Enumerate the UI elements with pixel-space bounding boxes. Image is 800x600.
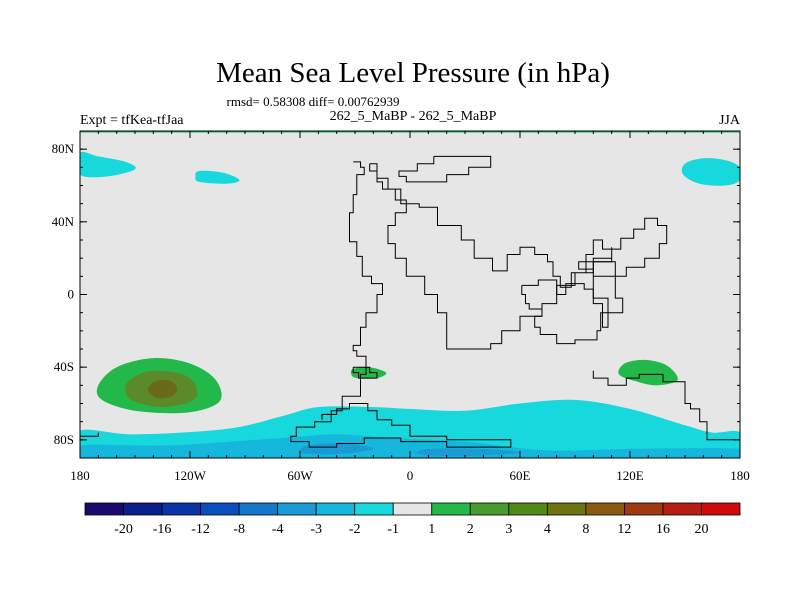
colorbar-swatch [701, 502, 741, 516]
colorbar-label: -12 [191, 522, 210, 537]
colorbar-label: -1 [387, 522, 399, 537]
colorbar-label: 12 [617, 522, 631, 537]
colorbar-label: -2 [349, 522, 361, 537]
colorbar-swatch [277, 502, 317, 516]
colorbar-swatch [662, 502, 702, 516]
colorbar-swatch [354, 502, 394, 516]
y-tick-label: 40N [52, 214, 75, 229]
colorbar-label: -3 [310, 522, 322, 537]
colorbar-label: 1 [428, 522, 435, 537]
coastline-2 [369, 163, 668, 350]
coastline-1 [290, 161, 512, 448]
colorbar-label: 8 [582, 522, 589, 537]
colorbar-swatch [161, 502, 201, 516]
colorbar-swatch [469, 502, 510, 516]
experiment-label: Expt = tfKea-tfJaa [80, 113, 184, 128]
x-tick-label: 120W [174, 468, 207, 483]
season-label: JJA [719, 113, 741, 128]
colorbar-label: 20 [694, 522, 708, 537]
colorbar-swatch [123, 502, 163, 516]
coastline-7 [592, 370, 740, 441]
colorbar-swatch [585, 502, 625, 516]
y-tick-label: 80N [52, 141, 75, 156]
colorbar-label: -20 [114, 522, 133, 537]
contour-antarctic-deep-b [416, 448, 521, 457]
x-axis: 180 120W 60W 0 60E 120E 180 [70, 131, 750, 483]
x-tick-label: 180 [70, 468, 90, 483]
chart-title: Mean Sea Level Pressure (in hPa) [216, 57, 610, 89]
x-tick-label: 0 [407, 468, 414, 483]
x-tick-label: 60W [287, 468, 313, 483]
coastline-6 [352, 366, 378, 379]
period-label: 262_5_MaBP - 262_5_MaBP [330, 109, 497, 124]
y-tick-label: 40S [54, 359, 74, 374]
colorbar-label: 16 [656, 522, 670, 537]
contour-n-pacific-central [195, 170, 240, 184]
colorbar-swatch [84, 502, 124, 516]
colorbar-swatch [200, 502, 240, 516]
colorbar-swatch [315, 502, 356, 516]
y-tick-label: 0 [68, 287, 75, 302]
contour-arctic-east [681, 158, 740, 186]
contour-antarctic-deep-a [298, 443, 374, 455]
coastlines [80, 155, 740, 448]
colorbar-label: -8 [233, 522, 245, 537]
colorbar-swatch [238, 502, 279, 516]
colorbar-swatch [546, 502, 587, 516]
y-axis: 80N 40N 0 40S 80S [52, 141, 740, 447]
stats-line: rmsd= 0.58308 diff= 0.00762939 [227, 94, 400, 109]
x-tick-label: 180 [730, 468, 750, 483]
coastline-3 [398, 155, 492, 183]
colorbar-label: -4 [272, 522, 284, 537]
colorbar-label: 3 [505, 522, 512, 537]
colorbar-swatch [508, 502, 548, 516]
y-tick-label: 80S [54, 432, 74, 447]
contour-antarctic-lower [80, 434, 740, 458]
colorbar-swatch [431, 502, 471, 516]
colorbar-swatch [392, 502, 433, 516]
contour-arctic-west [80, 151, 136, 178]
colorbar-label: -16 [153, 522, 172, 537]
colorbar-label: 4 [544, 522, 551, 537]
colorbar-swatch [624, 502, 664, 516]
coastline-5 [521, 279, 609, 345]
contour-s-pacific-high-inner [147, 379, 178, 399]
x-tick-label: 120E [616, 468, 644, 483]
coastline-8 [80, 432, 99, 437]
colorbar: -20 -16 -12 -8 -4 -3 -2 -1 1 2 3 4 8 12 16 20 [84, 502, 741, 537]
colorbar-label: 2 [467, 522, 474, 537]
x-tick-label: 60E [510, 468, 531, 483]
